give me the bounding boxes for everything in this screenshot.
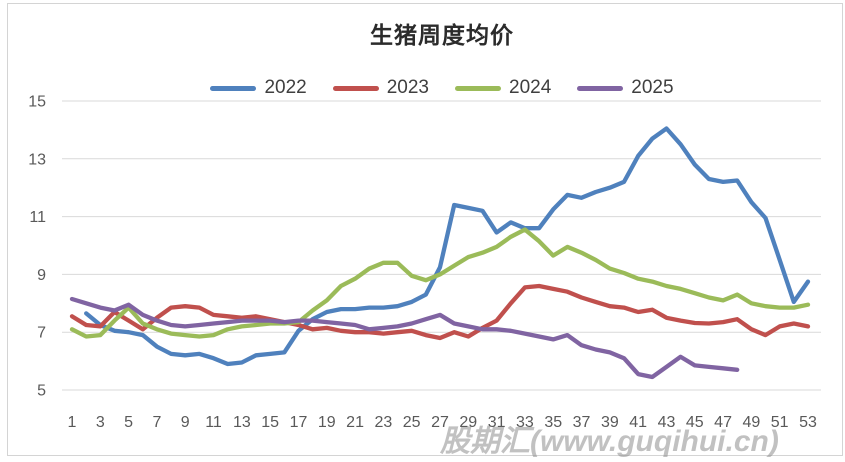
y-axis-label: 7: [37, 325, 46, 342]
legend-swatch-2023: [332, 85, 379, 91]
legend-label: 2024: [509, 77, 552, 98]
series-line-2025: [69, 296, 740, 380]
x-axis-label: 41: [629, 414, 647, 431]
legend-item-2024: 2024: [455, 77, 551, 99]
legend-label: 2022: [264, 77, 307, 98]
x-axis-label: 5: [124, 414, 133, 431]
legend-swatch-2025: [577, 85, 624, 91]
series-line-2023: [69, 283, 811, 341]
x-axis-label: 53: [799, 414, 817, 431]
x-axis-label: 33: [516, 414, 534, 431]
x-axis-label: 1: [68, 414, 77, 431]
x-axis-label: 9: [181, 414, 190, 431]
series-line-2024: [69, 227, 811, 339]
x-axis-label: 11: [205, 414, 222, 431]
x-axis-label: 51: [771, 414, 789, 431]
legend-swatch-2024: [455, 85, 501, 91]
x-axis-label: 49: [742, 414, 760, 431]
series-line-2022: [84, 126, 811, 367]
x-axis-label: 27: [431, 414, 449, 431]
legend-item-2023: 2023: [332, 77, 429, 99]
x-axis-label: 13: [233, 414, 251, 431]
x-axis-label: 31: [488, 414, 506, 431]
legend-label: 2025: [631, 77, 674, 98]
x-axis-label: 15: [261, 414, 279, 431]
x-axis-label: 21: [346, 414, 364, 431]
legend-item-2022: 2022: [210, 77, 307, 99]
legend-label: 2023: [386, 77, 429, 98]
x-axis-label: 29: [459, 414, 477, 431]
x-axis-label: 37: [573, 414, 591, 431]
watermark: 股期汇(www.guqihui.cn): [440, 425, 779, 458]
chart-frame: [7, 3, 843, 456]
x-axis-label: 45: [686, 414, 704, 431]
legend-item-2025: 2025: [577, 77, 674, 99]
y-axis-label: 11: [29, 209, 46, 226]
chart-title: 生猪周度均价: [370, 22, 514, 48]
x-axis-label: 3: [96, 414, 105, 431]
x-axis-label: 25: [403, 414, 421, 431]
x-axis-label: 43: [658, 414, 676, 431]
legend-swatch-2022: [210, 85, 257, 91]
x-axis-label: 23: [374, 414, 392, 431]
x-axis-label: 19: [318, 414, 336, 431]
y-axis-label: 13: [28, 151, 46, 168]
y-axis-label: 15: [28, 94, 46, 111]
y-axis-label: 9: [37, 267, 46, 284]
x-axis-label: 7: [152, 414, 161, 431]
y-axis-label: 5: [37, 383, 46, 400]
x-axis-label: 35: [544, 414, 562, 431]
x-axis-label: 39: [601, 414, 619, 431]
x-axis-label: 47: [714, 414, 732, 431]
legend: 2022 2023 2024 2025: [62, 76, 822, 100]
x-axis-label: 17: [290, 414, 308, 431]
